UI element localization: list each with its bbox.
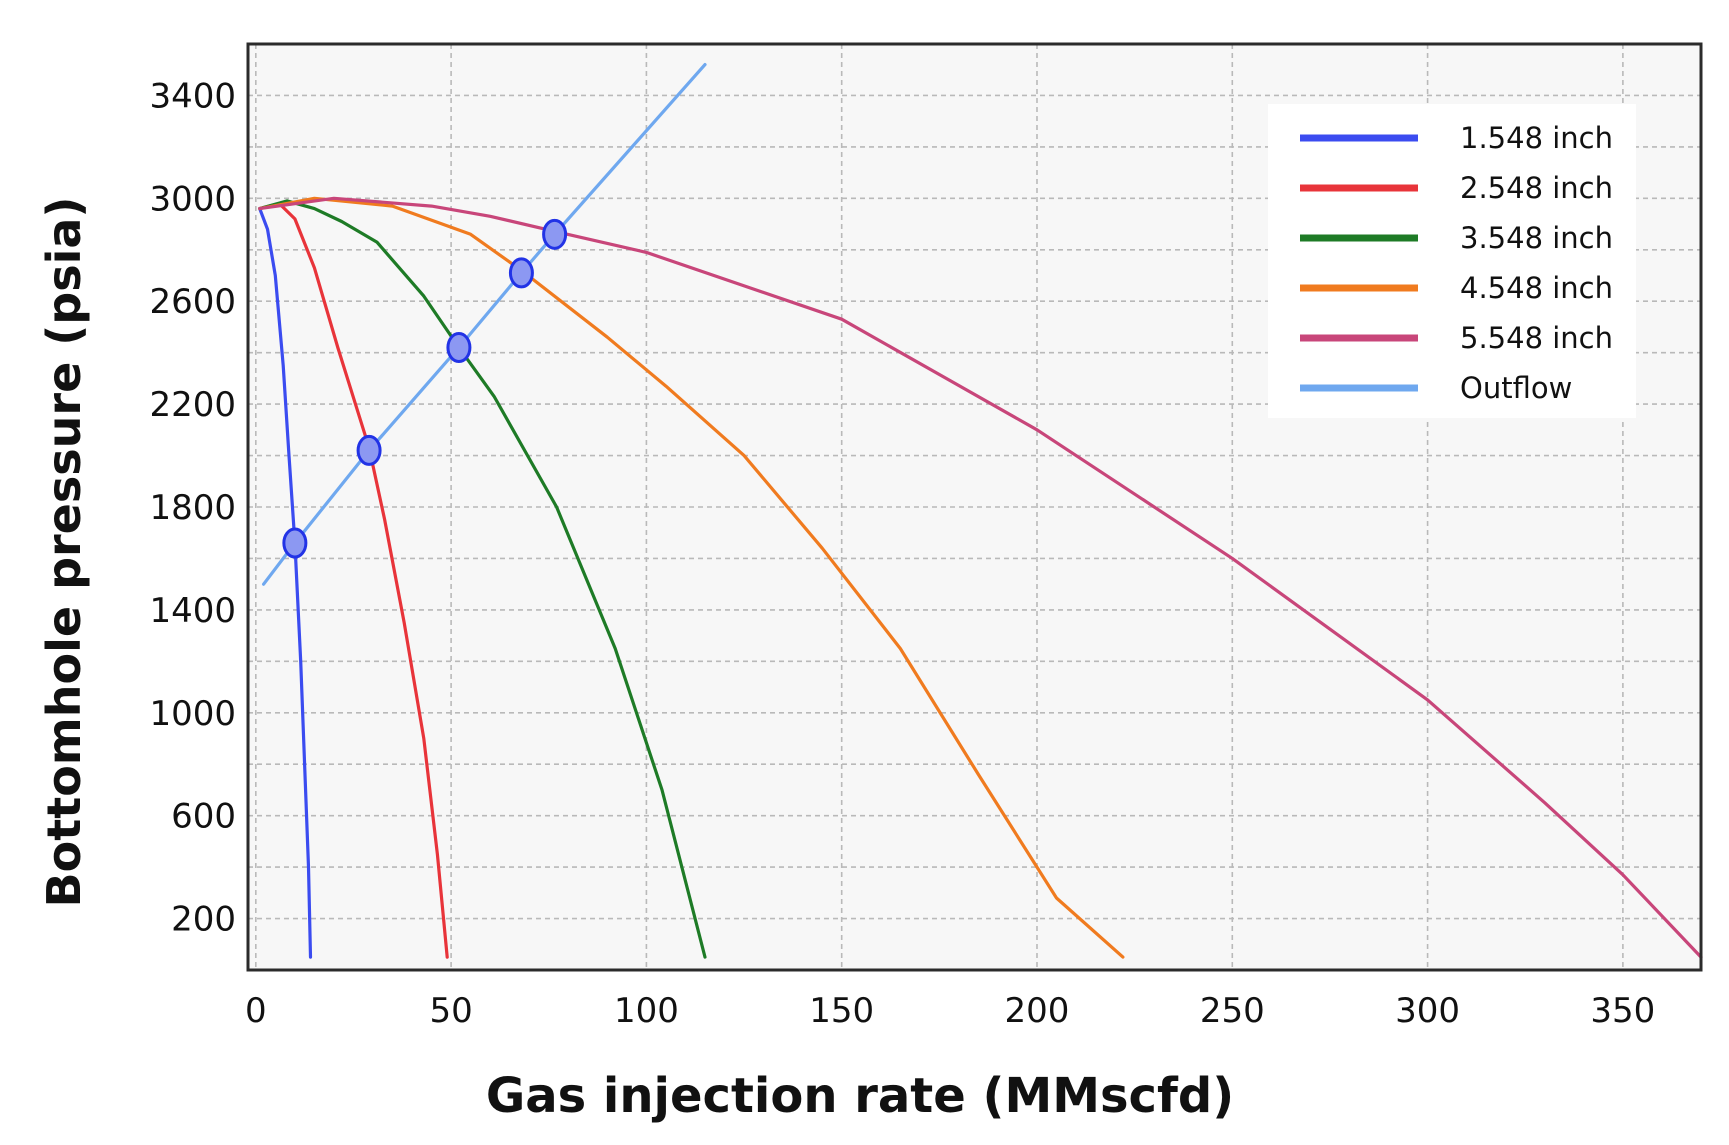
- legend-label-1: 2.548 inch: [1460, 171, 1613, 205]
- y-tick-label: 2600: [149, 282, 236, 322]
- legend-label-2: 3.548 inch: [1460, 221, 1613, 255]
- y-axis-title: Bottomhole pressure (psia): [37, 197, 91, 908]
- legend-label-0: 1.548 inch: [1460, 121, 1613, 155]
- x-tick-label: 150: [809, 991, 874, 1031]
- series-line-0: [258, 207, 313, 959]
- x-tick-label: 250: [1200, 991, 1265, 1031]
- y-tick-label: 600: [171, 797, 236, 837]
- plot-frame: [246, 42, 1703, 972]
- legend-label-3: 4.548 inch: [1460, 271, 1613, 305]
- series-line-3: [258, 196, 1125, 959]
- y-tick-label: 1000: [149, 694, 236, 734]
- operating-point-2: [446, 332, 472, 364]
- y-tick-label: 1800: [149, 488, 236, 528]
- x-tick-label: 300: [1395, 991, 1460, 1031]
- legend: 1.548 inch 2.548 inch 3.548 inch 4.548 inch…: [1268, 104, 1636, 418]
- operating-point-4: [542, 218, 568, 250]
- y-tick-label: 3000: [149, 179, 236, 219]
- x-tick-label: 0: [245, 991, 267, 1031]
- x-axis-title: Gas injection rate (MMscfd): [486, 1068, 1234, 1124]
- legend-label-5: Outflow: [1460, 371, 1572, 405]
- y-tick-label: 1400: [149, 591, 236, 631]
- operating-point-1: [356, 434, 382, 466]
- y-axis-ticks: 200 600 1000 1400 1800 2200 2600 3000 3400: [149, 76, 236, 939]
- y-tick-label: 3400: [149, 76, 236, 116]
- series-line-4: [258, 196, 1703, 959]
- x-tick-label: 100: [614, 991, 679, 1031]
- legend-box: [1268, 104, 1636, 418]
- x-axis-ticks: 0 50 100 150 200 250 300 350: [245, 991, 1655, 1031]
- operating-point-3: [508, 257, 534, 289]
- series-line-2: [258, 199, 707, 959]
- y-tick-label: 2200: [149, 385, 236, 425]
- operating-point-0: [282, 527, 308, 559]
- x-tick-label: 350: [1590, 991, 1655, 1031]
- legend-label-4: 5.548 inch: [1460, 321, 1613, 355]
- x-tick-label: 50: [429, 991, 472, 1031]
- operating-points: [282, 218, 568, 559]
- y-tick-label: 200: [171, 900, 236, 940]
- x-tick-label: 200: [1005, 991, 1070, 1031]
